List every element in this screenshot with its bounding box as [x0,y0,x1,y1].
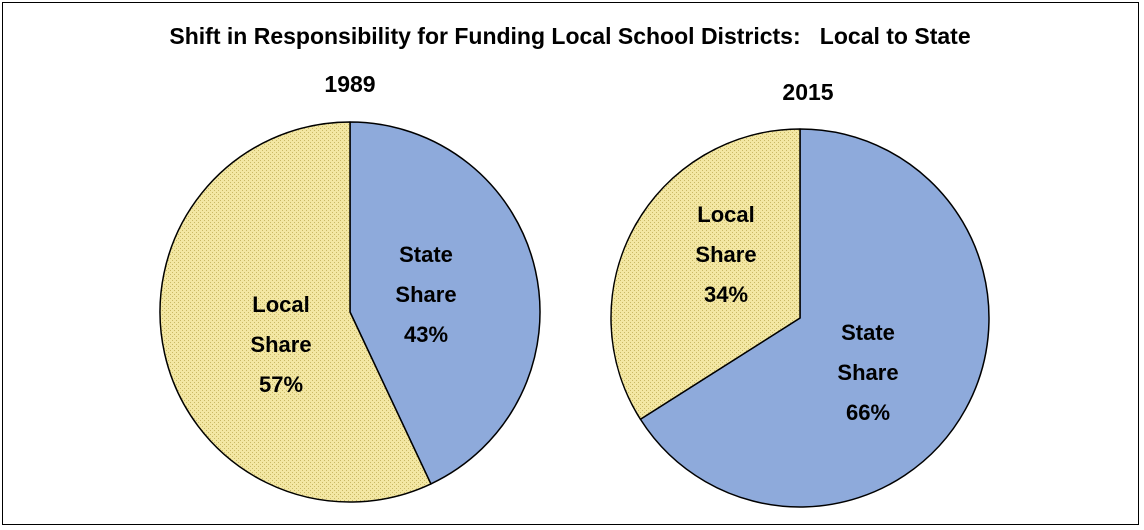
pie-2015: State Share 66% Local Share 34% [610,128,990,508]
pie-1989-local-label: Local Share 57% [250,292,311,397]
pie-2015-subtitle: 2015 [782,79,833,105]
pie-1989: State Share 43% Local Share 57% [159,121,541,503]
pie-2015-local-slice [610,128,801,421]
pie-2015-state-slice [639,128,990,508]
pie-1989-state-slice [349,121,541,485]
pie-2015-state-label: State Share 66% [837,320,898,425]
pie-1989-state-label: State Share 43% [395,242,456,347]
pie-1989-local-slice [159,121,432,503]
pie-1989-subtitle: 1989 [324,71,375,97]
pie-2015-local-label: Local Share 34% [695,202,756,307]
chart-title: Shift in Responsibility for Funding Loca… [169,23,970,49]
